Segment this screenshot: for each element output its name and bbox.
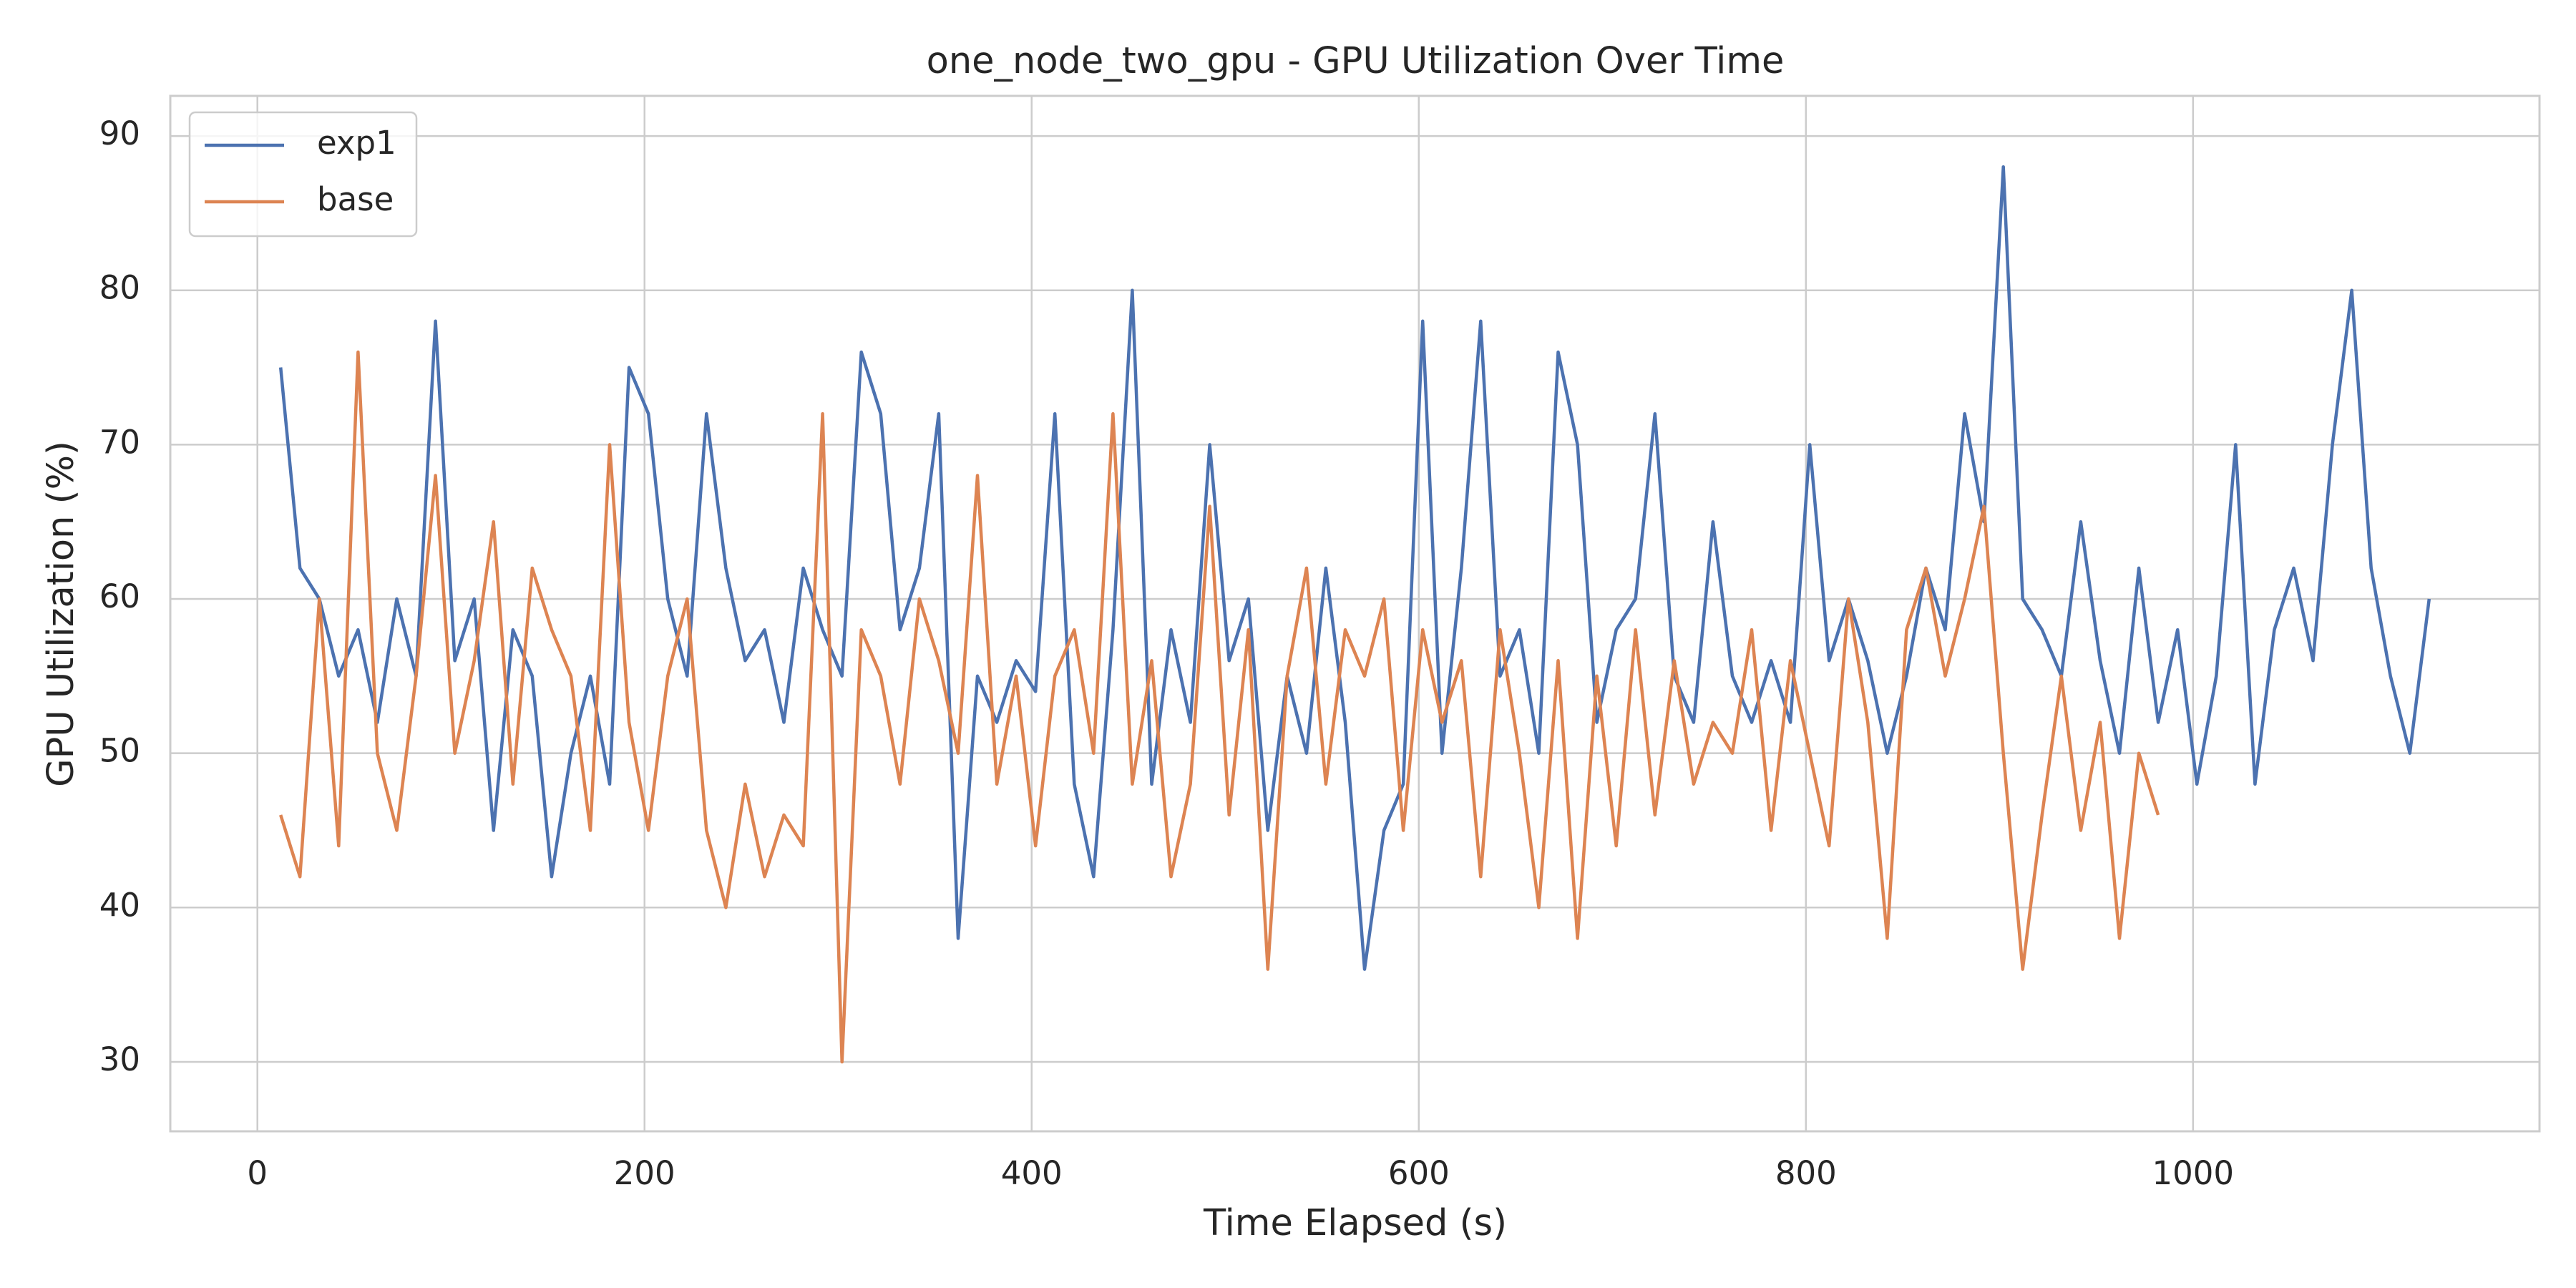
y-tick-label: 40: [99, 886, 140, 924]
data-line: [278, 165, 2431, 971]
y-axis-label: GPU Utilization (%): [40, 441, 82, 787]
y-tick-label: 60: [99, 577, 140, 615]
legend: exp1 base: [188, 111, 418, 238]
x-tick-label: 800: [1775, 1154, 1837, 1192]
plot-frame: [169, 94, 2541, 1133]
x-tick-label: 0: [247, 1154, 268, 1192]
x-axis-label: Time Elapsed (s): [1203, 1202, 1507, 1244]
y-tick-label: 90: [99, 114, 140, 152]
x-tick-label: 600: [1388, 1154, 1450, 1192]
legend-label: exp1: [317, 124, 396, 162]
legend-box: [188, 111, 418, 238]
x-tick-label: 400: [1001, 1154, 1063, 1192]
y-tick-label: 30: [99, 1040, 140, 1078]
data-line: [279, 350, 2160, 1064]
chart-title: one_node_two_gpu - GPU Utilization Over …: [927, 40, 1785, 82]
y-tick-label: 70: [99, 423, 140, 461]
legend-label: base: [317, 180, 394, 218]
y-tick-label: 80: [99, 269, 140, 307]
x-tick-label: 1000: [2152, 1154, 2235, 1192]
x-tick-label: 200: [614, 1154, 675, 1192]
y-tick-label: 50: [99, 732, 140, 770]
